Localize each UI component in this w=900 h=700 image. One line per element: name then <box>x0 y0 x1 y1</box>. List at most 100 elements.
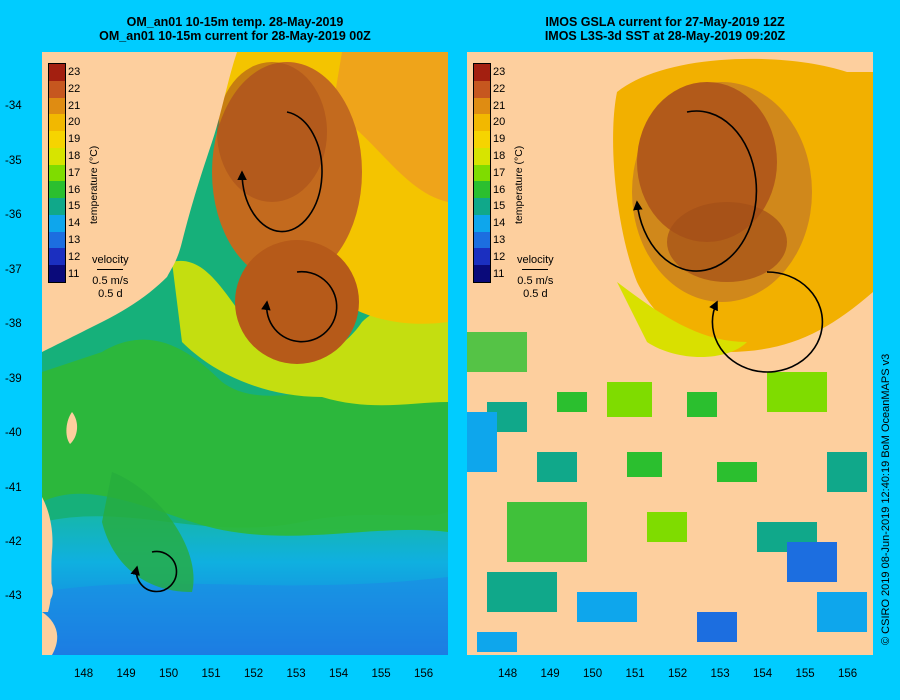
x-tick: 152 <box>244 668 264 680</box>
colorbar-swatch <box>49 231 65 249</box>
right-colorbar <box>473 63 491 283</box>
right-panel-title: IMOS GSLA current for 27-May-2019 12Z IM… <box>455 15 875 43</box>
x-tick: 156 <box>414 668 434 680</box>
eddy-arrows <box>130 111 338 593</box>
x-tick: 152 <box>668 668 688 680</box>
colorbar-swatch <box>474 114 490 132</box>
y-tick: -38 <box>5 318 22 330</box>
y-tick: -43 <box>5 590 22 602</box>
colorbar-swatch <box>474 231 490 249</box>
cbar-ticks: 23 22 21 20 19 18 17 16 15 14 13 12 11 <box>493 64 505 282</box>
colorbar-tick: 15 <box>68 200 81 213</box>
colorbar-swatch <box>49 198 65 215</box>
x-tick: 155 <box>371 668 391 680</box>
x-tick: 149 <box>116 668 136 680</box>
x-tick: 150 <box>583 668 603 680</box>
velocity-duration: 0.5 d <box>523 288 548 300</box>
x-tick: 154 <box>753 668 773 680</box>
colorbar-swatch <box>49 131 65 148</box>
velocity-speed: 0.5 m/s <box>92 275 129 287</box>
x-tick: 151 <box>201 668 221 680</box>
x-tick: 154 <box>329 668 349 680</box>
colorbar-swatch <box>49 97 65 115</box>
right-map-svg <box>467 52 873 655</box>
colorbar-swatch <box>474 248 490 266</box>
colorbar-tick: 20 <box>68 116 81 129</box>
y-tick: -36 <box>5 209 22 221</box>
colorbar-swatch <box>49 265 65 282</box>
left-title-line1: OM_an01 10-15m temp. 28-May-2019 <box>126 15 344 29</box>
colorbar-tick: 15 <box>493 200 506 213</box>
current-arrows <box>633 110 824 373</box>
velocity-title: velocity <box>517 254 554 266</box>
colorbar-swatch <box>49 80 65 98</box>
colorbar-swatch <box>49 114 65 132</box>
cbar-label: temperature (°C) <box>88 145 100 224</box>
y-tick: -39 <box>5 373 22 385</box>
colorbar-swatch <box>49 214 65 232</box>
velocity-arrow <box>97 269 124 275</box>
velocity-duration: 0.5 d <box>98 288 123 300</box>
cbar-label: temperature (°C) <box>513 145 525 224</box>
x-tick: 150 <box>159 668 179 680</box>
colorbar-swatch <box>474 80 490 98</box>
colorbar-tick: 11 <box>68 267 80 280</box>
colorbar-tick: 20 <box>493 116 506 129</box>
colorbar-tick: 17 <box>68 166 81 179</box>
x-tick: 151 <box>625 668 645 680</box>
x-tick: 148 <box>74 668 94 680</box>
right-velocity-key: velocity 0.5 m/s 0.5 d <box>517 254 554 301</box>
colorbar-tick: 14 <box>493 217 506 230</box>
x-tick: 156 <box>838 668 858 680</box>
x-tick: 148 <box>498 668 518 680</box>
x-tick: 153 <box>286 668 306 680</box>
colorbar-tick: 19 <box>68 133 81 146</box>
colorbar-swatch <box>474 147 490 165</box>
right-title-line1: IMOS GSLA current for 27-May-2019 12Z <box>545 15 785 29</box>
cbar-ticks: 23 22 21 20 19 18 17 16 15 14 13 12 11 <box>68 64 80 282</box>
sst-patches <box>467 332 867 652</box>
colorbar-tick: 13 <box>493 233 506 246</box>
colorbar-swatch <box>49 64 65 81</box>
colorbar-swatch <box>474 97 490 115</box>
velocity-arrow <box>522 269 549 275</box>
colorbar-tick: 17 <box>493 166 506 179</box>
colorbar-swatch <box>474 164 490 182</box>
credit-text: © CSIRO 2019 08-Jun-2019 12:40:19 BoM Oc… <box>880 353 892 645</box>
colorbar-swatch <box>474 64 490 81</box>
colorbar-tick: 22 <box>68 82 81 95</box>
colorbar-tick: 22 <box>493 82 506 95</box>
colorbar-tick: 23 <box>68 66 81 78</box>
colorbar-tick: 14 <box>68 217 81 230</box>
colorbar-tick: 23 <box>493 66 506 78</box>
left-map-svg <box>42 52 448 655</box>
left-map-panel <box>42 52 448 655</box>
right-map-panel <box>467 52 873 655</box>
left-title-line2: OM_an01 10-15m current for 28-May-2019 0… <box>99 29 371 43</box>
colorbar-tick: 19 <box>493 133 506 146</box>
y-tick: -37 <box>5 264 22 276</box>
y-tick: -41 <box>5 482 22 494</box>
colorbar-tick: 11 <box>493 267 505 280</box>
left-colorbar <box>48 63 66 283</box>
colorbar-tick: 16 <box>68 183 81 196</box>
colorbar-tick: 21 <box>493 99 506 112</box>
left-velocity-key: velocity 0.5 m/s 0.5 d <box>92 254 129 301</box>
right-title-line2: IMOS L3S-3d SST at 28-May-2019 09:20Z <box>544 29 786 43</box>
colorbar-swatch <box>49 147 65 165</box>
colorbar-swatch <box>474 198 490 215</box>
colorbar-swatch <box>474 131 490 148</box>
x-tick: 149 <box>540 668 560 680</box>
colorbar-tick: 16 <box>493 183 506 196</box>
colorbar-tick: 18 <box>493 149 506 162</box>
colorbar-swatch <box>49 181 65 199</box>
colorbar-tick: 13 <box>68 233 81 246</box>
x-tick: 153 <box>710 668 730 680</box>
colorbar-tick: 21 <box>68 99 81 112</box>
x-tick: 155 <box>795 668 815 680</box>
left-panel-title: OM_an01 10-15m temp. 28-May-2019 OM_an01… <box>25 15 445 43</box>
velocity-title: velocity <box>92 254 129 266</box>
colorbar-swatch <box>474 214 490 232</box>
y-tick: -35 <box>5 155 22 167</box>
y-tick: -40 <box>5 427 22 439</box>
